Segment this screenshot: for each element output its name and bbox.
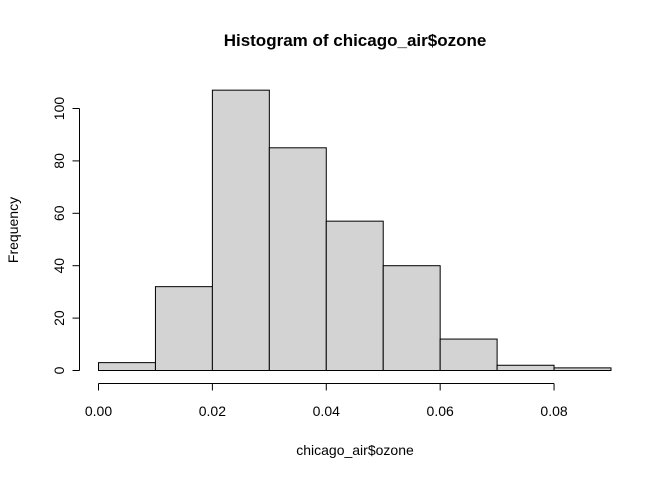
histogram-bar-6 [439,338,498,371]
y-tick-label-3: 60 [51,205,67,221]
y-tick-label-5: 100 [51,97,67,121]
y-tick-label-1: 20 [51,310,67,326]
x-axis: 0.00 0.02 0.04 0.06 0.08 [85,383,568,419]
x-tick-label-4: 0.08 [540,403,567,419]
x-tick-label-2: 0.04 [313,403,340,419]
histogram-bar-4 [325,220,384,371]
histogram-bar-8 [553,367,612,372]
x-axis-label: chicago_air$ozone [296,442,414,458]
histogram-bar-0 [98,362,156,372]
histogram-bar-3 [268,147,327,371]
y-tick-label-2: 40 [51,258,67,274]
histogram-bar-5 [382,265,441,372]
x-tick-label-1: 0.02 [199,403,226,419]
histogram-bar-7 [496,364,555,372]
y-axis: 0 20 40 60 80 100 [51,97,80,374]
x-tick-label-0: 0.00 [85,403,112,419]
chart-title: Histogram of chicago_air$ozone [224,31,487,50]
bars [98,89,612,372]
histogram-bar-1 [154,286,213,371]
histogram-bar-2 [211,89,270,371]
x-tick-label-3: 0.06 [427,403,454,419]
y-tick-label-4: 80 [51,153,67,169]
y-tick-label-0: 0 [51,366,67,374]
y-axis-label: Frequency [5,197,21,263]
